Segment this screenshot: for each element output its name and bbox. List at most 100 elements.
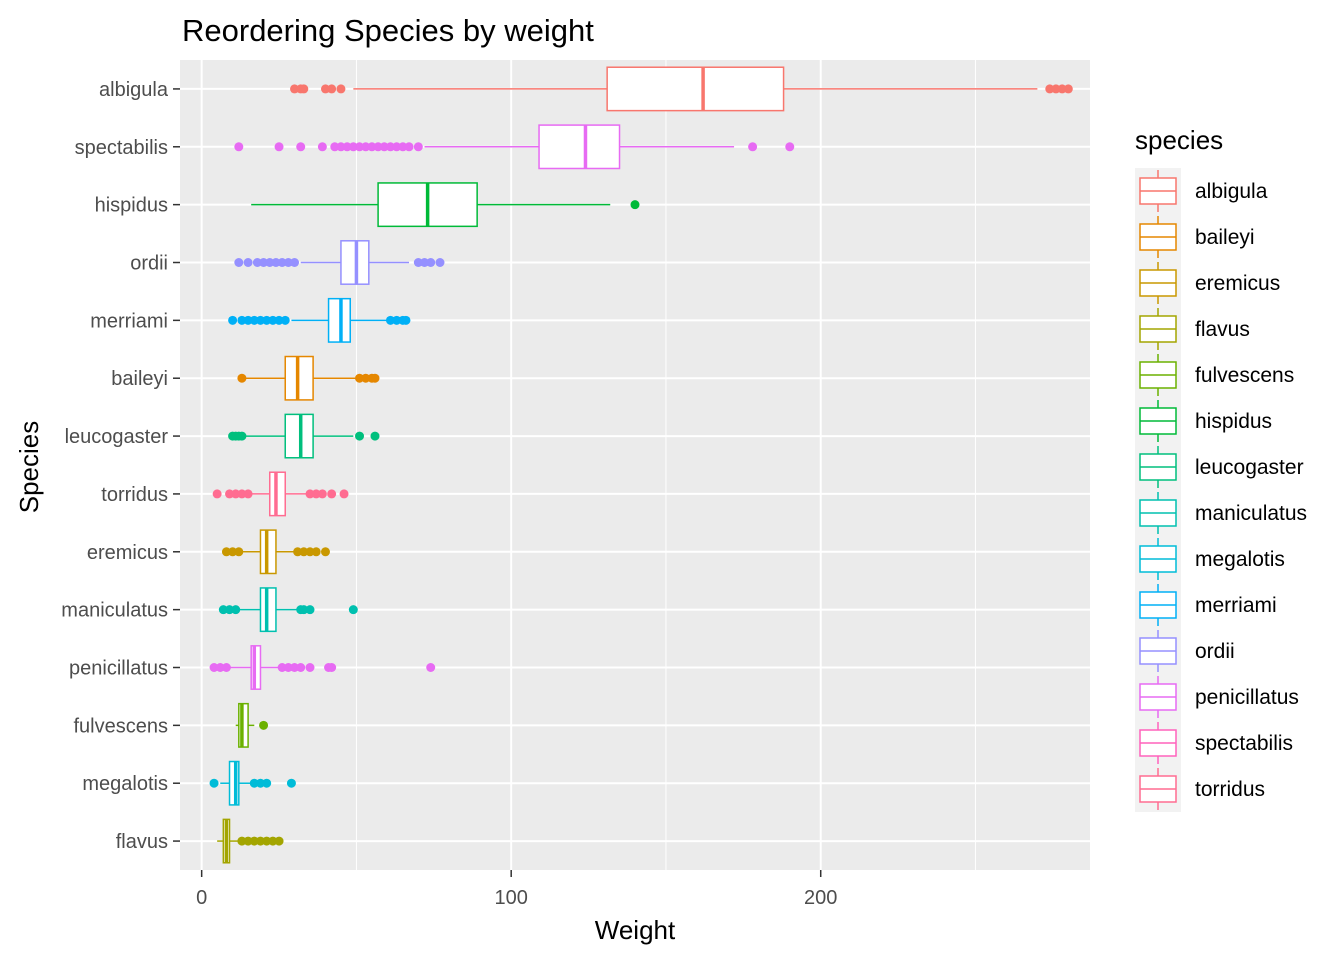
legend-item-megalotis: megalotis — [1139, 538, 1285, 580]
legend-label: eremicus — [1195, 272, 1280, 295]
outlier-point — [259, 258, 269, 267]
outlier-point — [237, 431, 247, 441]
box-merriami — [228, 297, 411, 343]
outlier-point — [342, 142, 352, 152]
legend-item-eremicus: eremicus — [1139, 262, 1280, 304]
outlier-point — [290, 84, 300, 94]
outlier-point — [336, 84, 346, 94]
outlier-point — [305, 663, 315, 672]
outlier-point — [234, 142, 244, 152]
outlier-point — [311, 547, 321, 557]
y-axis: albigula spectabilis hispidus ordii merriami… — [61, 79, 180, 853]
box-megalotis — [209, 760, 296, 806]
x-tick-label: 0 — [196, 887, 207, 909]
box-fulvescens — [235, 702, 269, 748]
y-tick-label: baileyi — [111, 368, 168, 390]
outlier-point — [299, 605, 309, 615]
outlier-point — [262, 315, 272, 325]
outlier-point — [370, 431, 380, 441]
legend-label: fulvescens — [1195, 364, 1294, 387]
outlier-point — [277, 258, 287, 267]
box-hispidus — [251, 182, 640, 228]
legend-label: hispidus — [1195, 410, 1272, 433]
box-spectabilis — [234, 124, 795, 170]
outlier-point — [361, 142, 371, 152]
outlier-point — [327, 489, 337, 499]
y-tick-label: spectabilis — [75, 137, 168, 159]
outlier-point — [327, 84, 337, 94]
outlier-point — [336, 142, 346, 152]
outlier-point — [413, 258, 423, 267]
outlier-point — [209, 663, 219, 672]
outlier-point — [327, 663, 337, 672]
outlier-point — [262, 778, 272, 788]
outlier-point — [249, 778, 259, 788]
outlier-point — [317, 142, 327, 152]
outlier-point — [348, 605, 358, 615]
outlier-point — [225, 605, 235, 615]
outlier-point — [299, 84, 309, 94]
legend-label: spectabilis — [1195, 732, 1293, 755]
outlier-point — [283, 663, 293, 672]
outlier-point — [1051, 84, 1061, 94]
outlier-point — [355, 373, 365, 383]
outlier-point — [296, 142, 306, 152]
outlier-point — [234, 258, 244, 267]
legend-item-flavus: flavus — [1139, 308, 1250, 350]
outlier-point — [305, 605, 315, 615]
outlier-point — [231, 605, 241, 615]
y-tick-label: penicillatus — [69, 658, 168, 680]
outlier-point — [228, 315, 238, 325]
box-torridus — [212, 471, 349, 517]
outlier-point — [221, 663, 231, 672]
legend-item-hispidus: hispidus — [1139, 400, 1272, 442]
outlier-point — [1057, 84, 1067, 94]
outlier-point — [413, 142, 423, 152]
outlier-point — [311, 489, 321, 499]
legend-label: baileyi — [1195, 226, 1255, 249]
outlier-point — [255, 778, 265, 788]
y-tick-label: eremicus — [87, 542, 168, 564]
outlier-point — [367, 142, 377, 152]
outlier-point — [243, 258, 253, 267]
outlier-point — [231, 489, 241, 499]
y-tick-label: flavus — [116, 831, 168, 853]
outlier-point — [330, 142, 340, 152]
outlier-point — [320, 84, 330, 94]
legend-label: ordii — [1195, 640, 1235, 663]
outlier-point — [212, 489, 222, 499]
legend-item-merriami: merriami — [1139, 584, 1277, 626]
outlier-point — [237, 315, 247, 325]
outlier-point — [228, 547, 238, 557]
outlier-point — [305, 489, 315, 499]
boxes — [209, 66, 1073, 864]
legend-items: albigula baileyi eremicus flavus fulvescens h… — [1135, 168, 1307, 812]
chart-title: Reordering Species by weight — [182, 13, 594, 48]
legend-label: merriami — [1195, 594, 1277, 617]
outlier-point — [221, 547, 231, 557]
outlier-point — [320, 547, 330, 557]
outlier-point — [237, 489, 247, 499]
outlier-point — [355, 431, 365, 441]
outlier-point — [259, 720, 269, 730]
outlier-point — [435, 258, 445, 267]
legend-item-baileyi: baileyi — [1139, 216, 1255, 258]
outlier-point — [218, 605, 228, 615]
outlier-point — [249, 836, 259, 846]
outlier-point — [243, 836, 253, 846]
outlier-point — [290, 663, 300, 672]
outlier-point — [255, 836, 265, 846]
outlier-point — [630, 200, 640, 210]
box-ordii — [234, 240, 445, 285]
legend-item-torridus: torridus — [1139, 768, 1265, 810]
outlier-point — [398, 142, 408, 152]
outlier-point — [1045, 84, 1055, 94]
legend-label: penicillatus — [1195, 686, 1299, 709]
outlier-point — [274, 315, 284, 325]
legend-item-maniculatus: maniculatus — [1139, 492, 1307, 534]
box-albigula — [290, 66, 1073, 112]
outlier-point — [286, 778, 296, 788]
outlier-point — [283, 258, 293, 267]
outlier-point — [274, 142, 284, 152]
